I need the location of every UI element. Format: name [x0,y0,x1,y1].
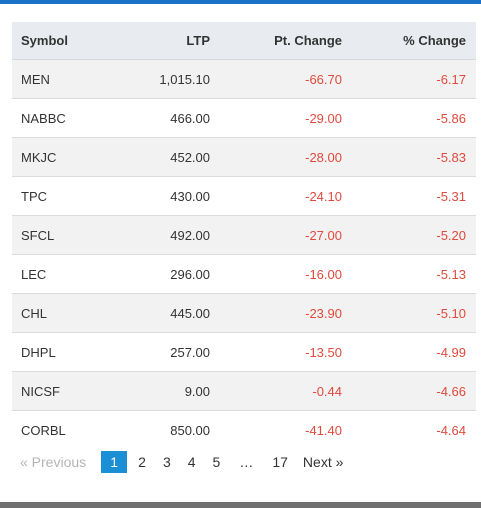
cell-pt-change: -23.90 [305,305,342,321]
next-page-link[interactable]: Next » [302,454,344,470]
header-pt-change[interactable]: Pt. Change [274,33,342,48]
cell-pct-change: -5.86 [436,110,466,126]
cell-pct-change: -5.10 [436,305,466,321]
cell-pt-change: -0.44 [312,383,342,399]
header-ltp[interactable]: LTP [186,33,210,48]
cell-symbol: SFCL [21,227,55,243]
table-row[interactable]: NICSF 9.00 -0.44 -4.66 [12,372,476,411]
losers-table: Symbol LTP Pt. Change % Change MEN 1,015… [12,22,476,450]
cell-ltp: 296.00 [170,266,210,282]
cell-symbol: MKJC [21,149,57,165]
cell-pt-change: -13.50 [305,344,342,360]
cell-ltp: 850.00 [170,423,210,438]
cell-pt-change: -41.40 [305,423,342,438]
page-link-5[interactable]: 5 [212,454,221,470]
table-row[interactable]: CHL 445.00 -23.90 -5.10 [12,294,476,333]
cell-pct-change: -5.31 [436,188,466,204]
cell-pt-change: -66.70 [305,71,342,87]
cell-pct-change: -6.17 [436,71,466,87]
cell-symbol: MEN [21,71,50,87]
cell-pt-change: -27.00 [305,227,342,243]
cell-pct-change: -4.66 [436,383,466,399]
table-header-row: Symbol LTP Pt. Change % Change [12,22,476,60]
losers-panel: Symbol LTP Pt. Change % Change MEN 1,015… [0,4,481,502]
cell-ltp: 257.00 [170,344,210,360]
cell-pct-change: -4.64 [436,423,466,438]
page-link-1[interactable]: 1 [101,451,128,473]
cell-pt-change: -16.00 [305,266,342,282]
table-row[interactable]: DHPL 257.00 -13.50 -4.99 [12,333,476,372]
page-link-3[interactable]: 3 [162,454,171,470]
cell-pct-change: -5.13 [436,266,466,282]
table-row[interactable]: MKJC 452.00 -28.00 -5.83 [12,138,476,177]
table-row[interactable]: MEN 1,015.10 -66.70 -6.17 [12,60,476,99]
cell-ltp: 1,015.10 [159,71,210,87]
cell-pt-change: -24.10 [305,188,342,204]
cell-pct-change: -4.99 [436,344,466,360]
header-pct-change[interactable]: % Change [403,33,466,48]
page-link-2[interactable]: 2 [138,454,146,470]
cell-ltp: 452.00 [170,149,210,165]
pagination: « Previous 1 2 3 4 5 … 17 Next » [16,451,347,473]
cell-ltp: 492.00 [170,227,210,243]
bottom-scrollbar[interactable] [0,502,481,508]
cell-pct-change: -5.20 [436,227,466,243]
table-row[interactable]: SFCL 492.00 -27.00 -5.20 [12,216,476,255]
top-accent-bar [0,0,481,4]
page-link-17[interactable]: 17 [272,454,288,470]
table-row[interactable]: CORBL 850.00 -41.40 -4.64 [12,411,476,450]
cell-pt-change: -29.00 [305,110,342,126]
table-row[interactable]: NABBC 466.00 -29.00 -5.86 [12,99,476,138]
cell-symbol: CHL [21,305,48,321]
cell-ltp: 9.00 [184,383,210,399]
cell-pt-change: -28.00 [305,149,342,165]
table-row[interactable]: LEC 296.00 -16.00 -5.13 [12,255,476,294]
cell-symbol: CORBL [21,423,66,438]
cell-ltp: 430.00 [170,188,210,204]
previous-page-link[interactable]: « Previous [20,454,87,470]
cell-symbol: TPC [21,188,47,204]
cell-ltp: 445.00 [170,305,210,321]
cell-symbol: NICSF [21,383,60,399]
page-link-4[interactable]: 4 [187,454,196,470]
cell-symbol: DHPL [21,344,56,360]
cell-ltp: 466.00 [170,110,210,126]
header-symbol[interactable]: Symbol [21,33,68,48]
table-row[interactable]: TPC 430.00 -24.10 -5.31 [12,177,476,216]
cell-symbol: LEC [21,266,47,282]
cell-pct-change: -5.83 [436,149,466,165]
pagination-ellipsis: … [239,454,254,470]
cell-symbol: NABBC [21,110,66,126]
